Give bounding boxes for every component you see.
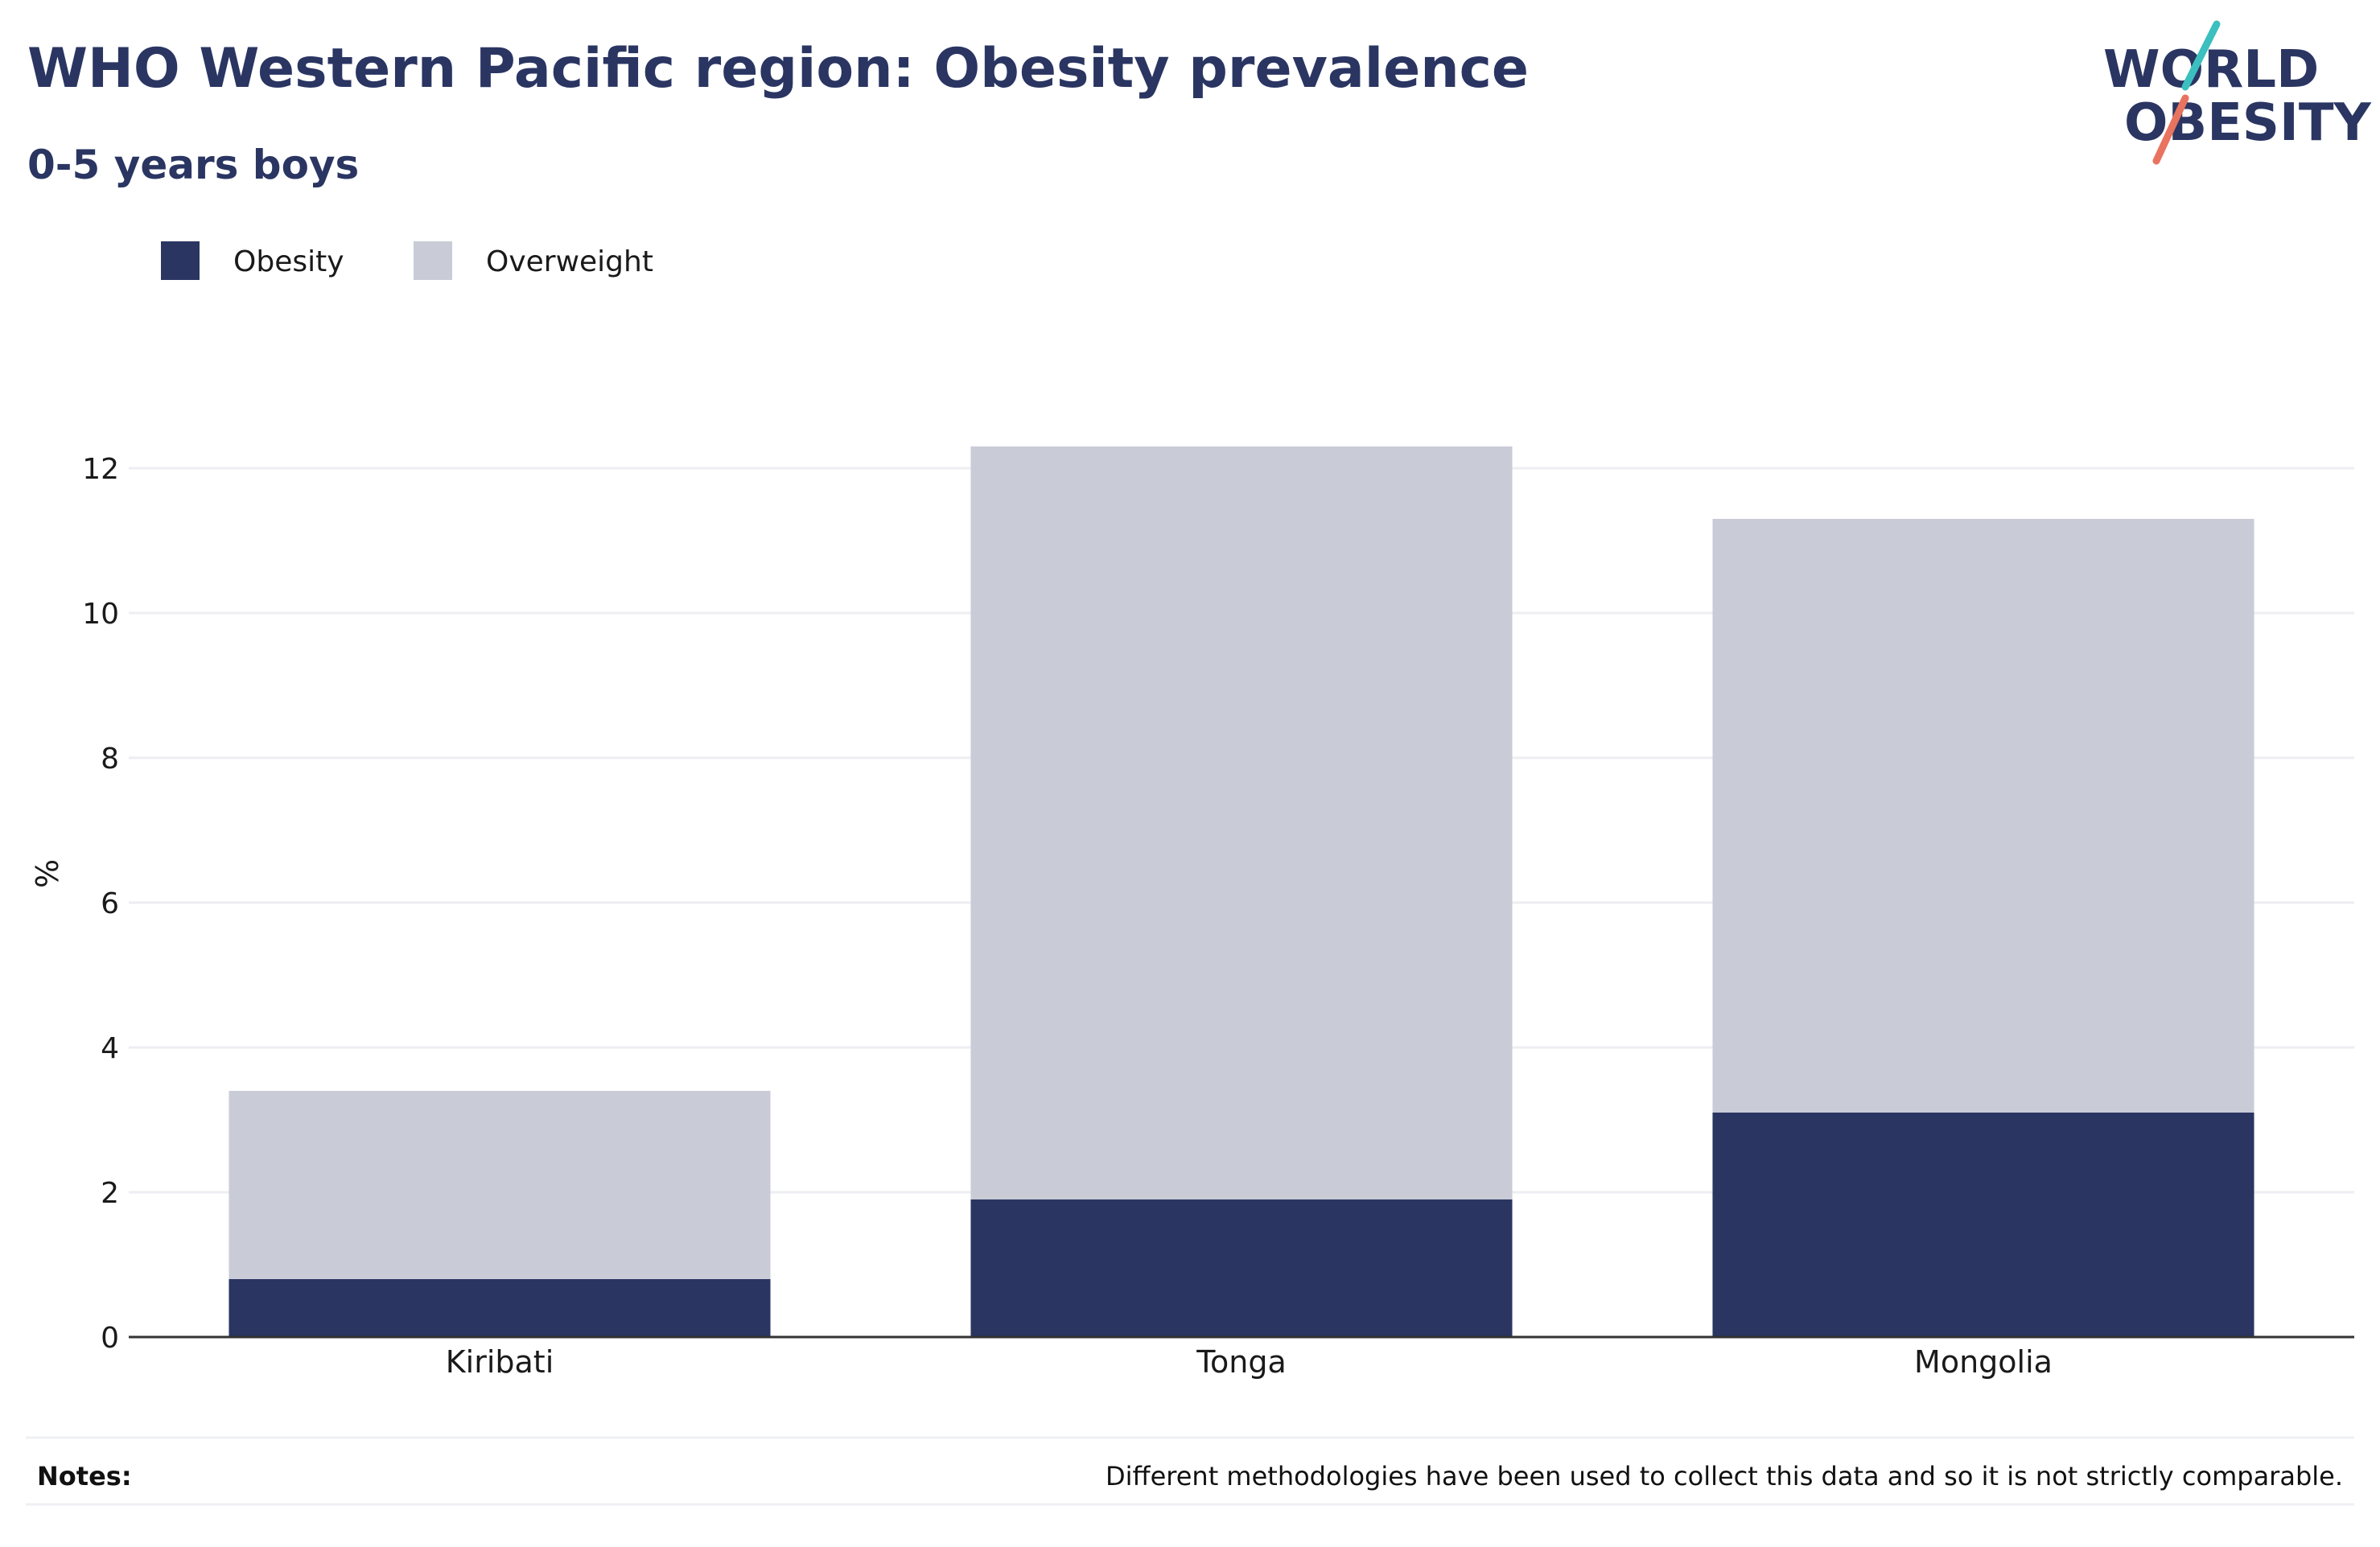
chart-legend: Obesity Overweight: [161, 241, 653, 280]
x-tick-label-mongolia: Mongolia: [1914, 1344, 2053, 1380]
y-tick-label: 0: [101, 1322, 119, 1355]
legend-label-overweight: Overweight: [486, 245, 653, 278]
y-tick-label: 12: [82, 453, 119, 486]
legend-label-obesity: Obesity: [233, 245, 344, 278]
logo-line-1: WORLD: [2103, 40, 2319, 100]
logo-slash-teal: [2181, 20, 2221, 91]
bar-overweight-mongolia: [1712, 519, 2254, 1113]
bar-obesity-kiribati: [229, 1279, 771, 1337]
bar-obesity-mongolia: [1712, 1113, 2254, 1337]
legend-swatch-obesity: [161, 241, 200, 280]
bar-overweight-tonga: [970, 446, 1513, 1199]
y-axis-label: %: [30, 859, 65, 888]
x-tick-label-tonga: Tonga: [1196, 1344, 1287, 1380]
notes-label: Notes:: [37, 1461, 132, 1491]
y-tick-label: 6: [101, 887, 119, 920]
bars: [229, 446, 2254, 1337]
y-tick-label: 2: [101, 1177, 119, 1210]
bar-overweight-kiribati: [229, 1091, 771, 1279]
y-tick-label: 10: [82, 598, 119, 631]
notes-text: Different methodologies have been used t…: [1106, 1461, 2343, 1491]
x-tick-label-kiribati: Kiribati: [446, 1344, 554, 1380]
bar-obesity-tonga: [970, 1199, 1513, 1337]
x-axis: Kiribati Tonga Mongolia: [129, 1335, 2354, 1380]
legend-swatch-overweight: [414, 241, 452, 280]
logo-slash-coral: [2152, 94, 2189, 165]
y-tick-label: 8: [101, 743, 119, 776]
world-obesity-logo: WORLD OBESITY: [2103, 20, 2371, 165]
y-tick-label: 4: [101, 1032, 119, 1065]
chart-subtitle: 0-5 years boys: [27, 142, 359, 188]
chart-title: WHO Western Pacific region: Obesity prev…: [27, 37, 1529, 101]
y-axis: 0 2 4 6 8 10 12: [82, 453, 119, 1355]
